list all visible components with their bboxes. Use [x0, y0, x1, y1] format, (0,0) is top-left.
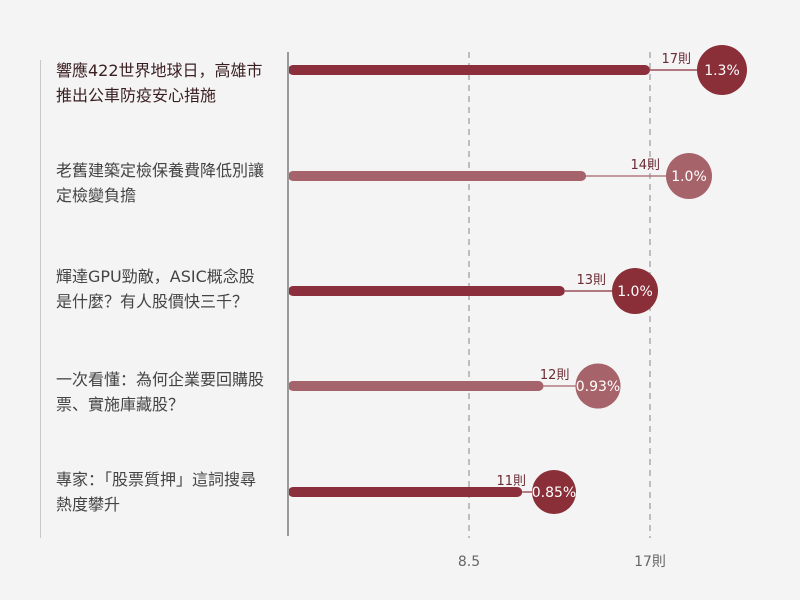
x-tick-label-2: 17則: [634, 554, 666, 570]
category-label-1: 響應422世界地球日，高雄市推出公車防疫安心措施: [56, 61, 263, 105]
bar-3: [288, 286, 565, 296]
bar-1: [288, 65, 650, 75]
bar-2: [288, 171, 587, 181]
category-label-3: 輝達GPU勁敵，ASIC概念股是什麼？有人股價快三千？: [56, 267, 255, 311]
percent-bubble-2: [666, 153, 712, 199]
category-label-4: 一次看懂：為何企業要回購股票、實施庫藏股？: [56, 370, 265, 414]
value-label-3: 13則: [576, 273, 606, 288]
percent-bubble-3: [612, 268, 658, 314]
percent-bubble-1: [697, 45, 747, 95]
value-label-1: 17則: [661, 52, 691, 67]
category-label-5: 專家：「股票質押」這詞搜尋熱度攀升: [56, 470, 257, 514]
bar-4: [288, 381, 544, 391]
percent-label-3: 1.0%: [617, 284, 653, 300]
percent-label-1: 1.3%: [704, 63, 740, 79]
percent-label-4: 0.93%: [576, 379, 620, 395]
percent-bubble-4: [575, 363, 621, 409]
value-label-5: 11則: [496, 474, 526, 489]
bar-5: [288, 487, 523, 497]
percent-label-2: 1.0%: [671, 169, 707, 185]
x-tick-label-1: 8.5: [458, 554, 480, 570]
y-axis-line: [287, 52, 289, 536]
percent-bubble-5: [532, 470, 576, 514]
value-label-4: 12則: [540, 368, 570, 383]
percent-label-5: 0.85%: [532, 485, 576, 501]
category-label-2: 老舊建築定檢保養費降低別讓定檢變負擔: [56, 161, 265, 205]
value-label-2: 14則: [630, 158, 660, 173]
left-divider: [40, 60, 41, 538]
